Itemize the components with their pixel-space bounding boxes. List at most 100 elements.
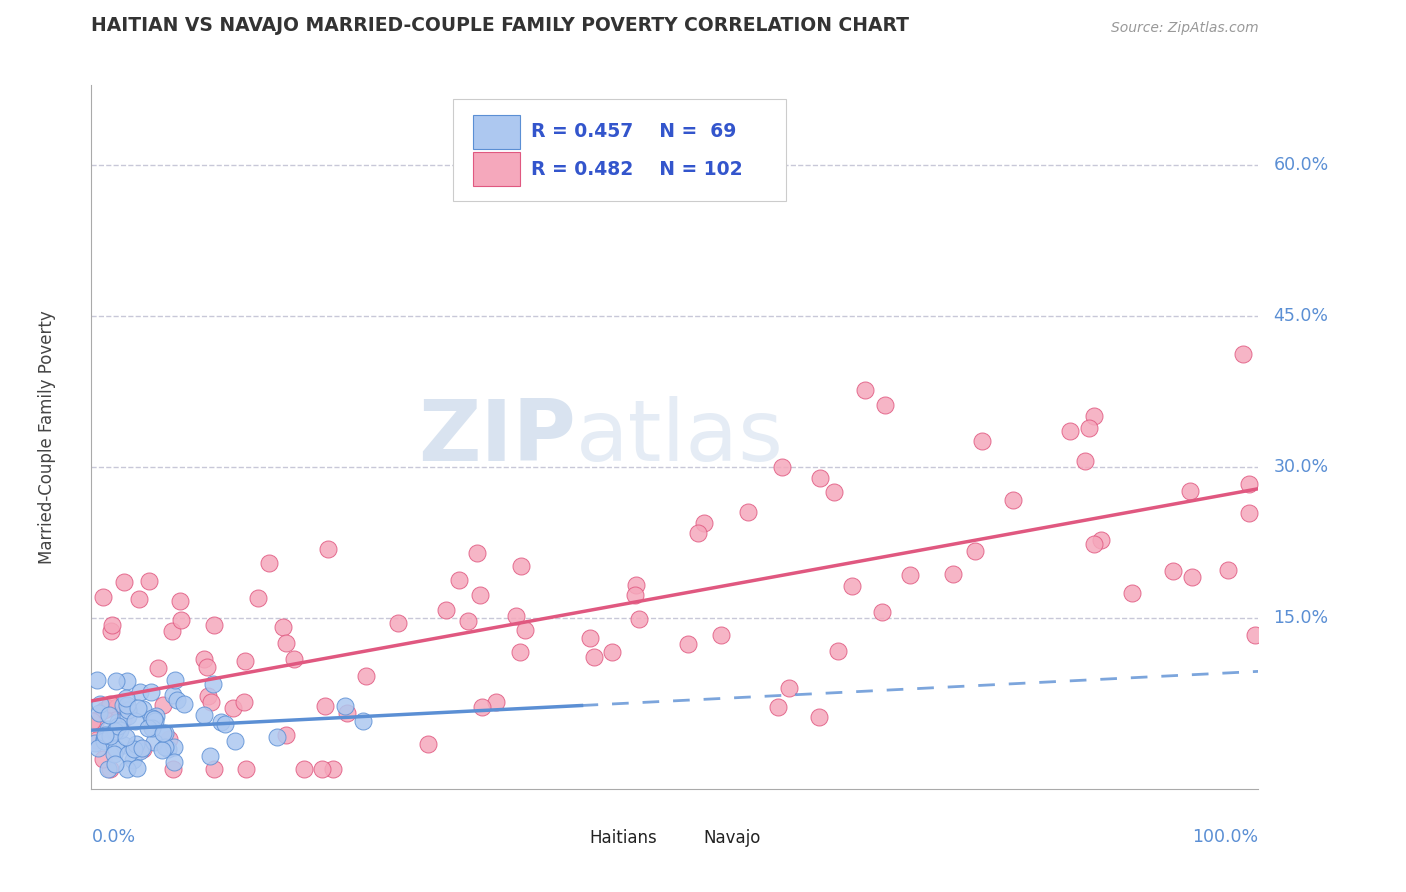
Point — [163, 756, 186, 770]
Text: R = 0.482    N = 102: R = 0.482 N = 102 — [531, 160, 742, 178]
Point — [136, 721, 159, 735]
Point — [112, 698, 135, 712]
FancyBboxPatch shape — [672, 832, 695, 848]
Point — [103, 747, 125, 761]
Point — [128, 591, 150, 606]
Point — [224, 734, 246, 748]
Point — [155, 726, 177, 740]
Point — [1090, 533, 1112, 547]
Point — [94, 728, 117, 742]
Point — [138, 574, 160, 588]
Point — [600, 645, 623, 659]
Point — [110, 723, 132, 737]
Point — [132, 702, 155, 716]
Point — [515, 624, 537, 638]
Point — [623, 588, 645, 602]
Point — [163, 740, 186, 755]
Point — [157, 731, 180, 746]
Point — [870, 605, 893, 619]
Point — [470, 588, 492, 602]
Point — [965, 543, 987, 558]
Point — [1077, 421, 1099, 435]
Point — [579, 631, 602, 645]
Point — [314, 699, 336, 714]
Point — [766, 700, 789, 714]
Point — [271, 620, 294, 634]
Point — [98, 762, 121, 776]
Point — [316, 541, 339, 556]
Point — [107, 719, 129, 733]
Point — [125, 737, 148, 751]
Point — [827, 644, 849, 658]
Point — [418, 737, 440, 751]
Point — [336, 706, 359, 720]
Point — [100, 624, 122, 638]
Text: R = 0.457    N =  69: R = 0.457 N = 69 — [531, 122, 737, 142]
Point — [942, 566, 965, 581]
Point — [104, 756, 127, 771]
Point — [152, 698, 174, 712]
Point — [505, 608, 527, 623]
Point — [143, 712, 166, 726]
Point — [152, 726, 174, 740]
Point — [111, 712, 134, 726]
Point — [139, 685, 162, 699]
Point — [770, 459, 793, 474]
Point — [970, 434, 993, 448]
Point — [153, 740, 176, 755]
Point — [101, 617, 124, 632]
Point — [276, 636, 298, 650]
Point — [98, 729, 121, 743]
Point — [202, 762, 225, 776]
Point — [107, 714, 129, 729]
Point — [274, 729, 297, 743]
FancyBboxPatch shape — [453, 99, 786, 201]
Point — [1083, 409, 1105, 423]
Point — [257, 557, 280, 571]
Point — [104, 674, 127, 689]
Point — [89, 706, 111, 720]
Point — [778, 681, 800, 696]
Point — [145, 714, 167, 729]
Text: Married-Couple Family Poverty: Married-Couple Family Poverty — [38, 310, 56, 564]
Point — [209, 715, 232, 730]
Point — [235, 762, 257, 776]
Point — [145, 709, 167, 723]
Point — [162, 762, 184, 776]
Point — [86, 673, 108, 688]
Point — [676, 637, 699, 651]
Point — [352, 714, 374, 728]
Point — [115, 730, 138, 744]
Point — [624, 578, 647, 592]
Point — [853, 383, 876, 397]
Point — [841, 579, 863, 593]
Point — [627, 612, 650, 626]
Point — [141, 711, 163, 725]
Point — [117, 703, 139, 717]
Point — [686, 525, 709, 540]
Point — [737, 505, 759, 519]
Point — [97, 701, 120, 715]
Point — [808, 471, 831, 485]
Point — [354, 669, 377, 683]
FancyBboxPatch shape — [472, 153, 520, 186]
Point — [1074, 454, 1097, 468]
Point — [1161, 564, 1184, 578]
Point — [198, 749, 221, 764]
Point — [1181, 570, 1204, 584]
Point — [166, 693, 188, 707]
Point — [84, 736, 107, 750]
Point — [165, 673, 187, 687]
Point — [311, 762, 333, 776]
Point — [91, 751, 114, 765]
FancyBboxPatch shape — [472, 115, 520, 149]
Point — [898, 568, 921, 582]
Point — [200, 695, 222, 709]
Point — [434, 603, 457, 617]
FancyBboxPatch shape — [558, 832, 581, 848]
Text: Navajo: Navajo — [703, 829, 761, 847]
Text: Haitians: Haitians — [589, 829, 658, 847]
Point — [201, 677, 224, 691]
Point — [146, 661, 169, 675]
Point — [485, 695, 508, 709]
